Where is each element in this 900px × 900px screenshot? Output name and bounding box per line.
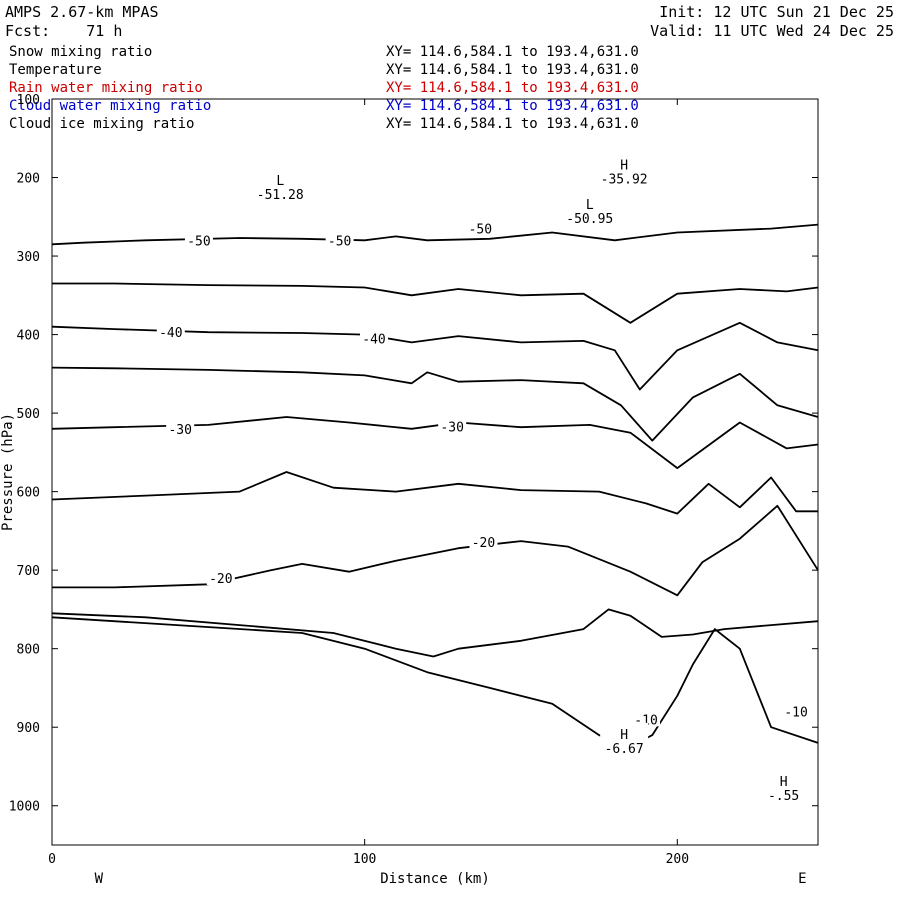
west-label: W	[95, 871, 104, 887]
extremum-value: -35.92	[601, 173, 648, 188]
y-tick-label: 1000	[9, 800, 40, 815]
contour-line	[52, 282, 819, 324]
contour-label-bg	[325, 232, 354, 248]
contour-line	[51, 471, 818, 515]
extremum-bg	[600, 722, 649, 755]
contour-line	[51, 416, 819, 470]
y-tick-label: 300	[17, 250, 40, 265]
extremum-bg	[759, 769, 808, 802]
contour-label: -40	[159, 326, 182, 341]
field-xy-range: XY= 114.6,584.1 to 193.4,631.0	[386, 44, 639, 60]
contour-label-bg	[206, 570, 235, 586]
field-name: Snow mixing ratio	[9, 44, 153, 60]
contour-label-bg	[782, 703, 811, 719]
contour-line	[51, 608, 819, 658]
contour-label: -40	[362, 333, 385, 348]
extremum-bg	[600, 153, 649, 186]
field-name: Rain water mixing ratio	[9, 80, 203, 96]
contour-label: -50	[328, 234, 351, 249]
east-label: E	[798, 871, 806, 887]
contour-label: -50	[469, 223, 492, 238]
field-name: Cloud ice mixing ratio	[9, 116, 195, 132]
contour-label-bg	[360, 330, 389, 346]
field-xy-range: XY= 114.6,584.1 to 193.4,631.0	[386, 62, 639, 78]
extremum-bg	[565, 192, 614, 225]
contour-label: -20	[209, 572, 232, 587]
y-axis-label: Pressure (hPa)	[0, 413, 16, 531]
y-tick-label: 800	[17, 643, 40, 658]
valid-time: Valid: 11 UTC Wed 24 Dec 25	[650, 22, 894, 40]
forecast-hour: Fcst: 71 h	[5, 22, 123, 40]
field-xy-range: XY= 114.6,584.1 to 193.4,631.0	[386, 80, 639, 96]
contour-label: -30	[168, 423, 191, 438]
y-tick-label: 100	[17, 93, 40, 108]
contour-label: -30	[440, 420, 463, 435]
y-tick-label: 500	[17, 407, 40, 422]
contour-label-bg	[632, 711, 661, 727]
contour-line	[52, 504, 819, 597]
extremum-bg	[256, 169, 305, 202]
extremum-letter: H	[620, 159, 628, 174]
contour-label-bg	[156, 324, 185, 340]
contour-line	[51, 223, 819, 246]
x-tick-label: 200	[666, 852, 689, 867]
y-tick-label: 600	[17, 486, 40, 501]
extremum-value: -6.67	[605, 742, 644, 757]
init-time: Init: 12 UTC Sun 21 Dec 25	[659, 3, 894, 21]
x-tick-label: 0	[48, 852, 56, 867]
contour-label-bg	[184, 232, 213, 248]
contour-label-bg	[438, 418, 467, 434]
contour-label-bg	[469, 533, 498, 549]
extremum-letter: H	[780, 775, 788, 790]
x-tick-label: 100	[353, 852, 376, 867]
extremum-letter: H	[620, 728, 628, 743]
field-name: Temperature	[9, 62, 102, 78]
field-xy-range: XY= 114.6,584.1 to 193.4,631.0	[386, 98, 639, 114]
contour-label-bg	[466, 220, 495, 236]
y-tick-label: 400	[17, 329, 40, 344]
field-xy-range: XY= 114.6,584.1 to 193.4,631.0	[386, 116, 639, 132]
extremum-value: -51.28	[257, 188, 304, 203]
contour-label: -10	[784, 706, 807, 721]
extremum-value: -.55	[768, 789, 799, 804]
contour-line	[51, 616, 819, 748]
y-tick-label: 700	[17, 564, 40, 579]
contour-line	[51, 321, 819, 391]
extremum-value: -50.95	[566, 212, 613, 227]
contour-label: -20	[472, 536, 495, 551]
extremum-letter: L	[276, 174, 284, 189]
field-name: Cloud water mixing ratio	[9, 98, 212, 114]
extremum-letter: L	[586, 198, 594, 213]
plot-frame	[51, 98, 819, 846]
contour-line	[51, 366, 819, 442]
y-tick-label: 200	[17, 172, 40, 187]
y-tick-label: 900	[17, 721, 40, 736]
contour-label: -50	[187, 234, 210, 249]
model-title: AMPS 2.67-km MPAS	[5, 3, 159, 21]
x-axis-label: Distance (km)	[380, 871, 490, 887]
contour-label-bg	[166, 420, 195, 436]
